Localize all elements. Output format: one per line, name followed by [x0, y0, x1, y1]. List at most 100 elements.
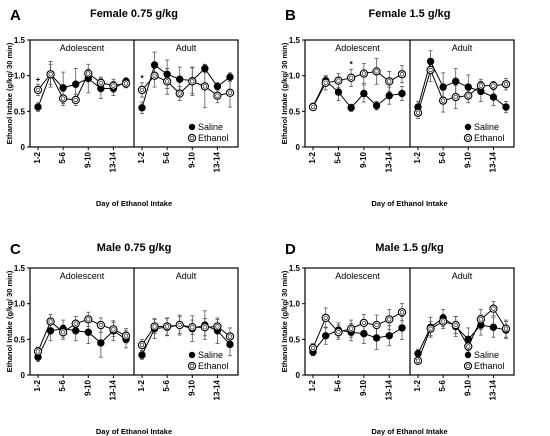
- panel-letter: A: [10, 7, 21, 24]
- y-tick-label: 1.0: [14, 300, 26, 309]
- data-point-saline: [201, 64, 209, 73]
- legend-marker-ethanol: [187, 361, 197, 371]
- data-point-saline: [385, 91, 393, 100]
- data-point-ethanol: [175, 89, 184, 98]
- panel-a: A Female 0.75 g/kg Adolescent Adult 0 0.5 1.0 1…: [5, 7, 239, 208]
- data-point-ethanol: [121, 331, 131, 340]
- legend-label-saline: Saline: [474, 122, 499, 132]
- y-tick-label: 1.0: [289, 300, 301, 309]
- data-point-ethanol: [96, 320, 106, 330]
- y-axis-title: Ethanol Intake (g/kg/ 30 min): [280, 270, 289, 372]
- data-point-saline: [138, 104, 146, 112]
- data-point-saline: [360, 329, 368, 338]
- data-point-ethanol: [334, 328, 343, 337]
- significance-marker: *: [350, 60, 354, 69]
- data-point-saline: [46, 327, 55, 335]
- panel-b: B Female 1.5 g/kg Adolescent Adult 0 0.5 1.0 1.…: [280, 0, 515, 208]
- data-point-ethanol: [84, 315, 93, 324]
- data-point-ethanol-inner: [73, 321, 78, 326]
- y-tick-label: 0: [21, 371, 26, 380]
- data-point-ethanol-inner: [215, 324, 220, 329]
- section-label: Adolescent: [335, 43, 380, 53]
- x-tick-label: 9-10: [83, 151, 92, 168]
- panel-c: C Male 0.75 g/kg Adolescent Adult 0 0.5 1.0 1.5…: [5, 241, 239, 436]
- data-point-ethanol-inner: [86, 71, 91, 76]
- data-point-saline: [72, 80, 80, 88]
- y-tick-label: 0.5: [14, 335, 26, 344]
- legend-marker-saline: [464, 351, 472, 359]
- data-point-ethanol: [225, 332, 235, 341]
- data-point-ethanol-inner: [441, 319, 446, 324]
- x-tick-label: 1-2: [308, 379, 317, 391]
- legend-marker-ethanol-inner: [189, 363, 195, 369]
- data-point-ethanol-inner: [415, 358, 421, 363]
- x-tick-label: 13-14: [212, 379, 221, 400]
- data-point-ethanol-inner: [387, 79, 392, 84]
- data-point-ethanol: [308, 102, 318, 112]
- data-point-ethanol: [33, 85, 43, 95]
- data-point-ethanol-inner: [453, 94, 458, 100]
- section-label: Adolescent: [335, 271, 380, 281]
- panel-letter: B: [285, 7, 296, 24]
- data-point-ethanol-inner: [35, 87, 41, 93]
- data-point-saline: [322, 332, 330, 340]
- y-tick-label: 1.5: [289, 36, 301, 45]
- panel-letter: C: [10, 241, 21, 258]
- panel-title: Female 1.5 g/kg: [369, 8, 451, 20]
- y-tick-label: 1.5: [14, 36, 26, 45]
- data-point-saline: [372, 334, 381, 342]
- x-tick-label: 5-6: [162, 151, 171, 163]
- data-point-ethanol-inner: [165, 324, 170, 329]
- data-point-ethanol-inner: [349, 75, 354, 80]
- data-point-ethanol: [372, 67, 381, 76]
- x-tick-label: 13-14: [108, 379, 117, 400]
- x-tick-label: 1-2: [413, 379, 422, 391]
- panel-title: Male 1.5 g/kg: [375, 242, 443, 254]
- data-point-ethanol-inner: [415, 110, 421, 115]
- data-point-ethanol: [200, 323, 210, 332]
- data-point-ethanol-inner: [202, 84, 207, 89]
- data-point-ethanol-inner: [441, 98, 446, 103]
- data-point-ethanol: [84, 69, 93, 78]
- data-point-ethanol: [109, 325, 118, 334]
- data-point-saline: [347, 104, 355, 112]
- data-point-ethanol-inner: [491, 306, 496, 311]
- data-point-ethanol: [137, 340, 147, 350]
- data-point-saline: [72, 327, 80, 335]
- data-point-saline: [163, 70, 171, 78]
- data-point-saline: [226, 340, 234, 349]
- data-point-saline: [372, 101, 381, 110]
- data-point-ethanol-inner: [98, 80, 103, 85]
- data-point-ethanol: [58, 328, 68, 337]
- data-point-ethanol-inner: [98, 322, 103, 328]
- x-tick-label: 5-6: [333, 379, 342, 391]
- data-point-ethanol: [188, 77, 197, 86]
- data-point-ethanol-inner: [202, 325, 207, 330]
- data-point-saline: [150, 61, 159, 69]
- data-point-ethanol: [372, 320, 381, 330]
- legend-label-saline: Saline: [474, 350, 499, 360]
- data-point-saline: [84, 328, 92, 336]
- data-point-ethanol: [451, 320, 460, 330]
- data-point-ethanol: [213, 91, 222, 100]
- data-point-ethanol-inner: [478, 317, 483, 322]
- legend-label-ethanol: Ethanol: [474, 133, 505, 143]
- data-point-ethanol-inner: [35, 349, 41, 354]
- data-point-saline: [360, 89, 368, 98]
- data-point-ethanol: [413, 356, 423, 365]
- data-point-ethanol: [71, 95, 80, 105]
- x-tick-label: 9-10: [83, 379, 92, 396]
- data-point-ethanol: [464, 342, 473, 351]
- x-tick-label: 1-2: [308, 151, 317, 163]
- data-point-ethanol-inner: [123, 81, 129, 86]
- data-point-ethanol: [359, 318, 369, 328]
- y-tick-label: 1.5: [14, 264, 26, 273]
- data-point-ethanol-inner: [190, 325, 195, 330]
- panel-title: Male 0.75 g/kg: [97, 242, 172, 254]
- legend-label-ethanol: Ethanol: [474, 361, 505, 371]
- legend-label-saline: Saline: [198, 350, 223, 360]
- data-point-saline: [398, 89, 406, 98]
- section-label: Adult: [452, 271, 473, 281]
